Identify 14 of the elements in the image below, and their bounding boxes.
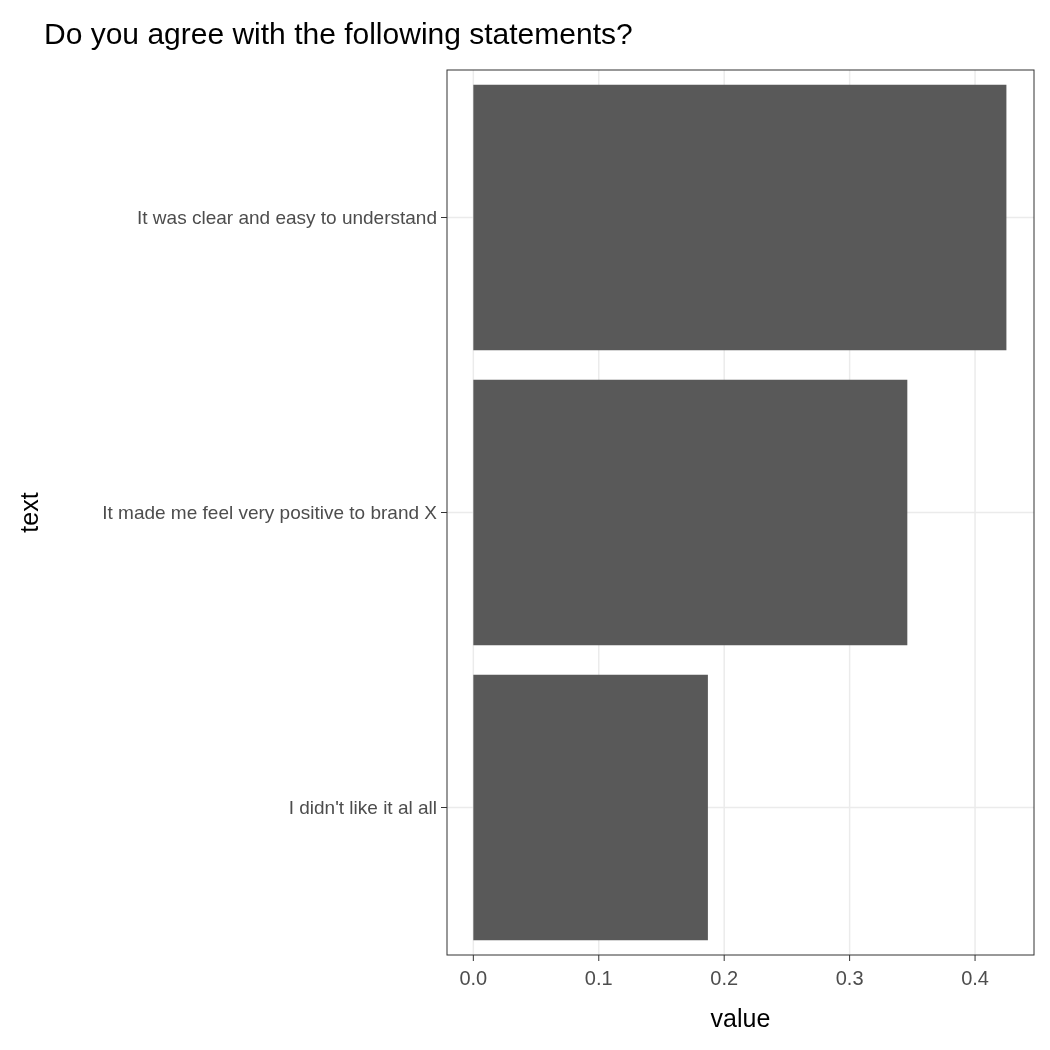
y-axis-title: text: [15, 492, 43, 533]
x-tick-label: 0.1: [584, 967, 613, 989]
x-tick-label: 0.3: [835, 967, 864, 989]
x-axis-title: value: [710, 1004, 771, 1032]
chart-title: Do you agree with the following statements?: [44, 17, 633, 50]
y-tick-label: It was clear and easy to understand: [137, 207, 437, 229]
y-tick-label: I didn't like it al all: [288, 797, 437, 819]
bar: [473, 674, 708, 941]
x-tick-label: 0.4: [961, 967, 989, 989]
x-tick-label: 0.0: [459, 967, 488, 989]
y-tick-label: It made me feel very positive to brand X: [102, 502, 438, 524]
x-tick-label: 0.2: [710, 967, 739, 989]
bar: [473, 84, 1007, 351]
bar: [473, 379, 908, 646]
